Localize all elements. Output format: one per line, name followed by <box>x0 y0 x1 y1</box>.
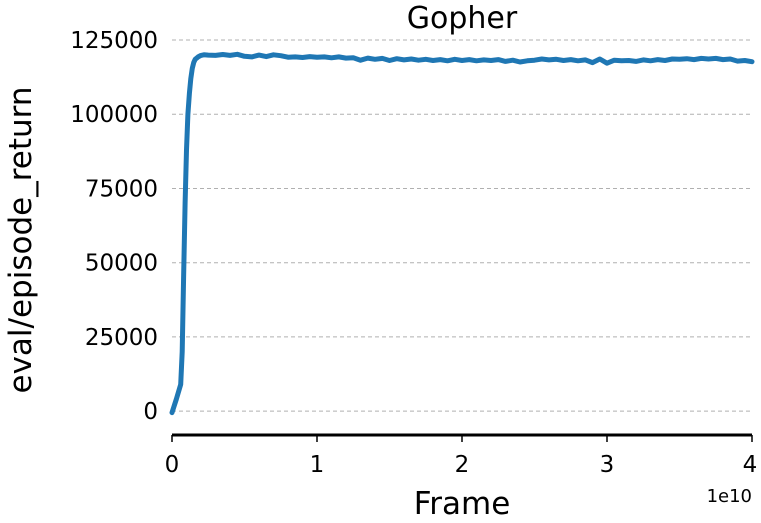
x-tick-layer: 0 1 2 3 4 <box>165 435 758 478</box>
y-tick-label: 25000 <box>85 325 158 351</box>
y-axis-label: eval/episode_return <box>3 87 39 394</box>
x-tick-label: 4 <box>743 452 758 478</box>
y-tick-label: 100000 <box>70 102 158 128</box>
grid-layer <box>172 39 752 412</box>
x-tick-label: 3 <box>600 452 615 478</box>
y-tick-label: 125000 <box>70 28 158 54</box>
y-tick-layer: 0 25000 50000 75000 100000 125000 <box>70 28 158 425</box>
x-tick-label: 2 <box>455 452 470 478</box>
x-offset-label: 1e10 <box>707 486 752 507</box>
y-tick-label: 0 <box>143 399 158 425</box>
y-tick-label: 50000 <box>85 251 158 277</box>
x-tick-label: 0 <box>165 452 180 478</box>
y-tick-label: 75000 <box>85 176 158 202</box>
chart-title: Gopher <box>407 1 518 36</box>
x-axis-label: Frame <box>414 486 511 522</box>
series-line <box>169 51 755 416</box>
x-tick-label: 1 <box>310 452 325 478</box>
